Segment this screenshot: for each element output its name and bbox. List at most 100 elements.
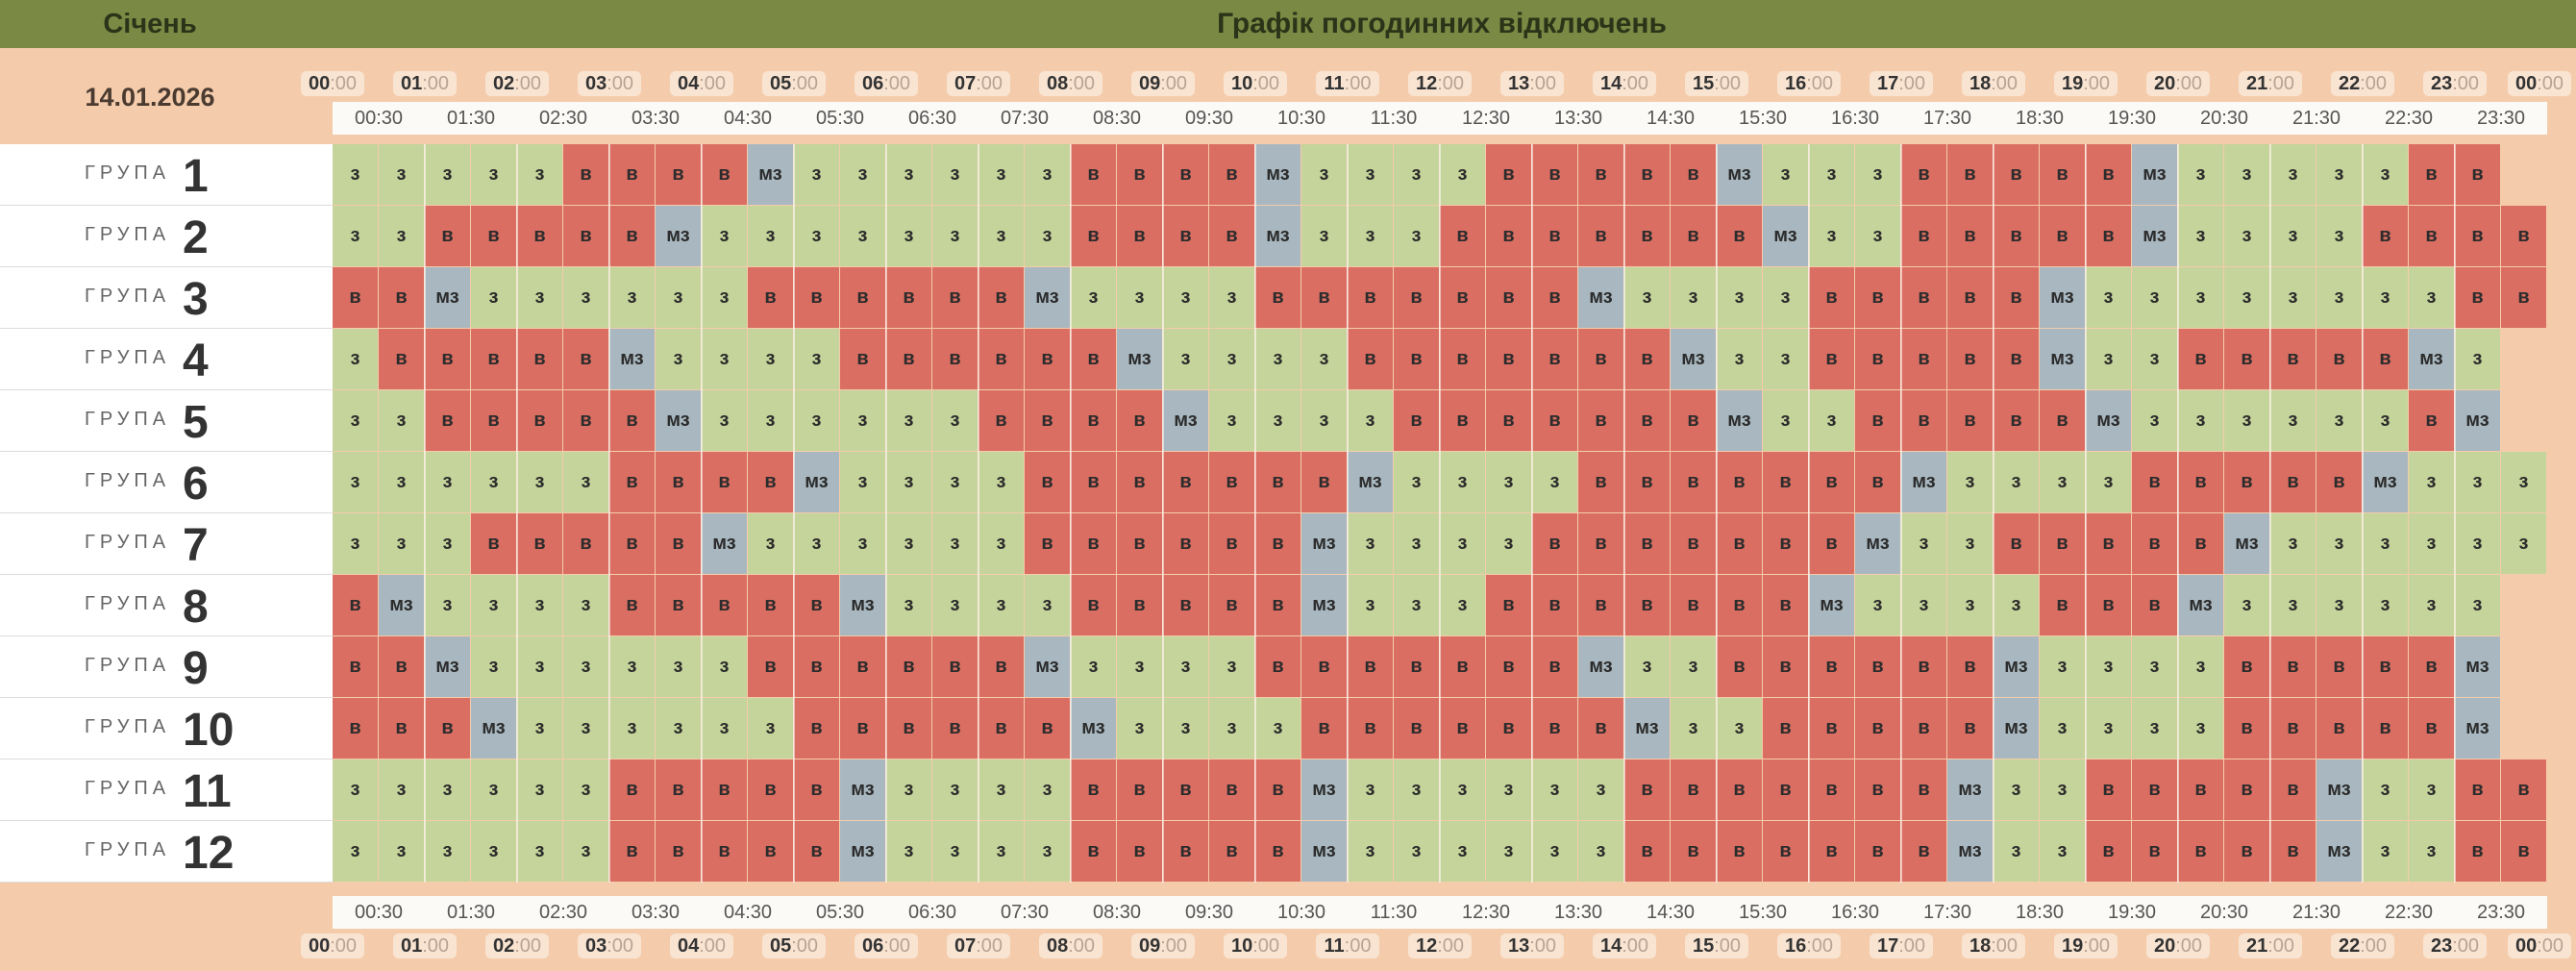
schedule-cell: з <box>2178 636 2223 697</box>
hour-label-bottom: 23:00 <box>2423 934 2487 959</box>
group-word: ГРУПА <box>85 839 171 860</box>
hour-label-minutes: :00 <box>2452 935 2480 957</box>
schedule-cell: з <box>1578 759 1623 820</box>
hour-label-minutes: :00 <box>1160 935 1188 957</box>
schedule-cell: в <box>1901 759 1946 820</box>
schedule-cell: з <box>425 575 470 635</box>
schedule-cell: в <box>379 267 424 328</box>
hour-label-hours: 02 <box>492 73 515 94</box>
hour-divider <box>1254 144 1256 883</box>
schedule-cell: з <box>748 390 793 451</box>
schedule-cell: в <box>1994 144 2039 205</box>
hour-label-hours: 11 <box>1324 935 1345 957</box>
schedule-cell: в <box>517 513 562 574</box>
schedule-cell: з <box>2455 329 2500 389</box>
schedule-cell: в <box>2409 636 2454 697</box>
schedule-cell: в <box>1809 267 1854 328</box>
hour-label-minutes: :00 <box>1622 935 1649 957</box>
hour-label-minutes: :00 <box>330 73 358 94</box>
group-word: ГРУПА <box>85 286 171 307</box>
schedule-cell: з <box>1440 759 1485 820</box>
schedule-cell: в <box>2040 144 2085 205</box>
schedule-cell: мз <box>702 513 747 574</box>
schedule-cell: з <box>1394 821 1439 882</box>
half-hour-label-top: 22:30 <box>2363 102 2455 135</box>
schedule-cell: мз <box>379 575 424 635</box>
hour-label-bottom: 08:00 <box>1039 934 1102 959</box>
schedule-cell: в <box>1947 698 1993 759</box>
schedule-cell: в <box>1947 390 1993 451</box>
schedule-cell: з <box>609 636 655 697</box>
schedule-cell: з <box>978 206 1024 266</box>
schedule-cell: в <box>2132 452 2177 512</box>
schedule-cell: в <box>1994 267 2039 328</box>
schedule-cell: в <box>609 821 655 882</box>
hour-label-minutes: :00 <box>1344 935 1372 957</box>
half-hour-label-top: 04:30 <box>702 102 794 135</box>
schedule-cell: в <box>1117 575 1162 635</box>
schedule-cell: з <box>702 206 747 266</box>
schedule-cell: в <box>2363 206 2408 266</box>
group-word: ГРУПА <box>85 655 171 676</box>
hour-label-minutes: :00 <box>2267 935 2295 957</box>
schedule-cell: мз <box>2316 759 2362 820</box>
schedule-cell: з <box>1394 575 1439 635</box>
hour-label-minutes: :00 <box>1714 935 1742 957</box>
schedule-cell: з <box>425 144 470 205</box>
schedule-cell: в <box>333 267 378 328</box>
schedule-cell: з <box>656 267 701 328</box>
schedule-cell: в <box>1717 206 1762 266</box>
schedule-cell: в <box>1209 759 1254 820</box>
schedule-cell: з <box>1624 636 1670 697</box>
hour-label-minutes: :00 <box>514 73 542 94</box>
schedule-cell: в <box>1486 698 1531 759</box>
schedule-cell: в <box>2501 821 2546 882</box>
schedule-cell: в <box>1394 636 1439 697</box>
schedule-cell: мз <box>1071 698 1116 759</box>
schedule-cell: з <box>1624 267 1670 328</box>
schedule-cell: в <box>2270 759 2316 820</box>
hour-label-hours: 12 <box>1415 73 1438 94</box>
group-label-row: ГРУПА 3 <box>0 267 333 329</box>
half-hour-label-bottom: 10:30 <box>1255 896 1348 929</box>
half-hour-label-top: 08:30 <box>1071 102 1163 135</box>
schedule-cell: в <box>1301 267 1347 328</box>
hour-label-minutes: :00 <box>1898 73 1926 94</box>
schedule-cell: в <box>748 267 793 328</box>
schedule-cell: з <box>1763 329 1808 389</box>
schedule-cell: в <box>609 575 655 635</box>
hour-divider <box>885 144 887 883</box>
hour-label-minutes: :00 <box>2083 73 2111 94</box>
schedule-cell: з <box>2086 452 2131 512</box>
schedule-cell: в <box>2270 821 2316 882</box>
hour-label-top: 08:00 <box>1039 71 1102 96</box>
hour-label-hours: 15 <box>1692 73 1715 94</box>
schedule-cell: з <box>609 698 655 759</box>
hour-label-hours: 11 <box>1324 73 1345 94</box>
schedule-cell: з <box>563 636 608 697</box>
hour-label-minutes: :00 <box>1991 935 2019 957</box>
schedule-cell: з <box>2178 698 2223 759</box>
half-hour-label-top: 18:30 <box>1994 102 2086 135</box>
half-hour-label-bottom: 16:30 <box>1809 896 1901 929</box>
group-number: 5 <box>183 397 209 448</box>
schedule-cell: з <box>1855 206 1900 266</box>
schedule-cell: в <box>471 206 516 266</box>
group-label-row: ГРУПА 5 <box>0 390 333 452</box>
schedule-cell: в <box>2132 821 2177 882</box>
hour-label-top: 12:00 <box>1408 71 1472 96</box>
schedule-cell: в <box>1071 144 1116 205</box>
half-hour-label-top: 17:30 <box>1901 102 1994 135</box>
half-hour-label-top: 15:30 <box>1717 102 1809 135</box>
hour-label-top: 14:00 <box>1593 71 1656 96</box>
schedule-cell: в <box>1901 636 1946 697</box>
schedule-cell: з <box>609 267 655 328</box>
group-number: 6 <box>183 459 209 510</box>
schedule-cell: в <box>2086 821 2131 882</box>
half-hour-label-bottom: 11:30 <box>1348 896 1440 929</box>
schedule-cell: в <box>978 267 1024 328</box>
half-hour-label-bottom: 01:30 <box>425 896 517 929</box>
schedule-cell: з <box>1486 759 1531 820</box>
schedule-cell: з <box>2363 759 2408 820</box>
hour-label-bottom: 09:00 <box>1131 934 1195 959</box>
